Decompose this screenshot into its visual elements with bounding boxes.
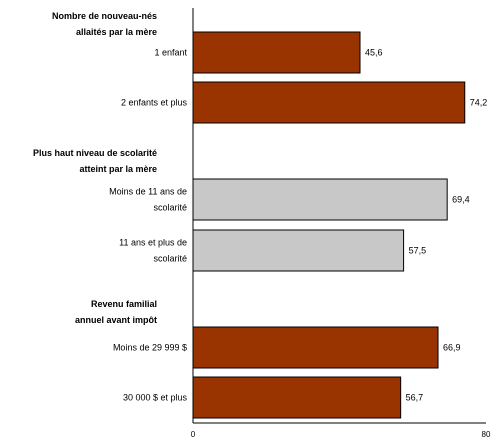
bar (192, 81, 466, 124)
bar (192, 31, 361, 74)
group-title: annuel avant impôt (75, 315, 157, 325)
group-title: Nombre de nouveau-nés (52, 11, 157, 21)
group-title: atteint par la mère (79, 164, 157, 174)
group-title: allaités par la mère (76, 27, 157, 37)
category-label: 30 000 $ et plus (123, 393, 188, 403)
bar (192, 229, 405, 272)
data-label: 69,4 (452, 195, 470, 205)
category-label: 11 ans et plus de (119, 238, 187, 248)
group-title: Revenu familial (91, 299, 157, 309)
category-label: Moins de 29 999 $ (113, 343, 187, 353)
data-label: 57,5 (409, 246, 427, 256)
x-tick-label: 0 (191, 430, 196, 439)
category-label: Moins de 11 ans de (109, 187, 187, 197)
bar (192, 376, 402, 419)
data-label: 45,6 (365, 48, 383, 58)
labels-layer: 0 80 Nombre de nouveau-nés allaités par la … (33, 11, 491, 439)
data-label: 74,2 (470, 98, 488, 108)
bar (192, 326, 439, 369)
category-label: 2 enfants et plus (121, 98, 188, 108)
group-title: Plus haut niveau de scolarité (33, 148, 157, 158)
category-label: scolarité (153, 254, 187, 264)
bars-layer (192, 31, 466, 419)
category-label: scolarité (153, 203, 187, 213)
x-tick-label: 80 (482, 430, 491, 439)
data-label: 66,9 (443, 343, 461, 353)
category-label: 1 enfant (154, 48, 187, 58)
data-label: 56,7 (406, 393, 424, 403)
bar (192, 178, 448, 221)
